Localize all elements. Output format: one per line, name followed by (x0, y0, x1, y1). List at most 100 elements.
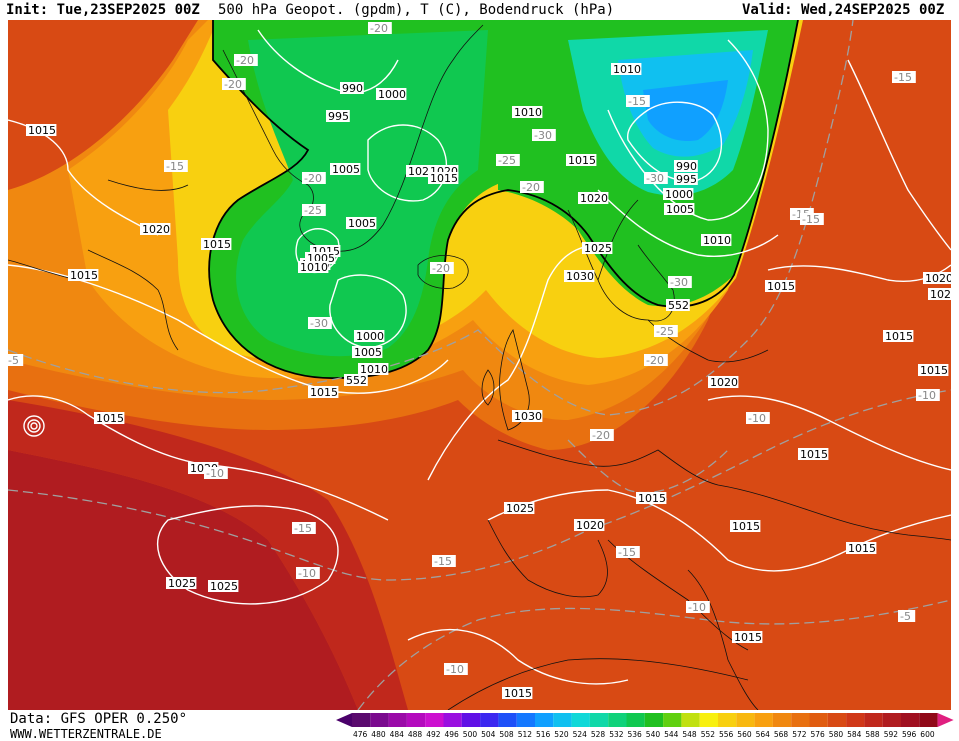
svg-text:1000: 1000 (356, 330, 384, 343)
temperature-label: -15 (432, 555, 456, 568)
legend-tick-label: 544 (664, 730, 679, 739)
svg-text:1015: 1015 (885, 330, 913, 343)
svg-text:1015: 1015 (504, 687, 532, 700)
temperature-label: -15 (616, 546, 640, 559)
chart-header: Init: Tue,23SEP2025 00Z 500 hPa Geopot. … (0, 0, 959, 20)
pressure-label: 1025 (582, 242, 613, 255)
legend-arrow-left (336, 713, 352, 727)
svg-text:-20: -20 (224, 78, 242, 91)
pressure-label: 1010 (701, 234, 732, 247)
pressure-label: 1020 (140, 223, 171, 236)
legend-swatch (443, 713, 462, 727)
temperature-label: -20 (222, 78, 246, 91)
svg-text:1015: 1015 (430, 172, 458, 185)
svg-text:-30: -30 (646, 172, 664, 185)
legend-arrow-right (937, 713, 954, 727)
temperature-label: -20 (368, 22, 392, 35)
legend-tick-label: 580 (829, 730, 844, 739)
legend-tick-label: 576 (811, 730, 826, 739)
legend-tick-label: 500 (463, 730, 478, 739)
legend-swatch (461, 713, 481, 727)
pressure-label: 1005 (330, 163, 361, 176)
pressure-label: 1020 (923, 272, 951, 285)
svg-text:1010: 1010 (703, 234, 731, 247)
temperature-label: -10 (444, 663, 468, 676)
pressure-label: 1005 (664, 203, 695, 216)
legend-swatch (736, 713, 755, 727)
svg-text:-20: -20 (304, 172, 322, 185)
pressure-label: 1025 (166, 577, 197, 590)
temperature-label: -20 (430, 262, 454, 275)
legend-tick-label: 556 (719, 730, 734, 739)
legend-swatch (882, 713, 901, 727)
legend-swatch (846, 713, 865, 727)
legend-tick-label: 520 (554, 730, 569, 739)
svg-text:1020: 1020 (930, 288, 951, 301)
valid-time-label: Valid: Wed,24SEP2025 00Z (742, 2, 945, 18)
svg-text:1000: 1000 (665, 188, 693, 201)
pressure-label: 1010 (358, 363, 389, 376)
pressure-label: 1015 (566, 154, 597, 167)
geopotential-labels-layer: 552 552 (344, 299, 690, 387)
coast-britain (481, 329, 530, 431)
svg-text:1005: 1005 (666, 203, 694, 216)
svg-text:-15: -15 (628, 95, 646, 108)
pressure-isobars (8, 29, 951, 685)
temperature-label: -30 (308, 317, 332, 330)
legend-tick-label: 536 (628, 730, 643, 739)
pressure-label: 1000 (663, 188, 694, 201)
svg-text:-25: -25 (498, 154, 516, 167)
temperature-label: -25 (496, 154, 520, 167)
legend-swatch (388, 713, 407, 727)
temperature-labels-layer: -20 -20 -15 -20 -25 -20 -30 -25 -20 -30 -30 -30 -25 -… (8, 22, 940, 676)
svg-text:-15: -15 (618, 546, 636, 559)
svg-text:1015: 1015 (310, 386, 338, 399)
svg-text:1015: 1015 (732, 520, 760, 533)
pressure-label: 1030 (512, 410, 543, 423)
pressure-label: 1025 (208, 580, 239, 593)
legend-swatch (919, 713, 938, 727)
svg-text:-15: -15 (294, 522, 312, 535)
legend-tick-label: 508 (499, 730, 514, 739)
temperature-label: -10 (916, 389, 940, 402)
legend-tick-label: 568 (774, 730, 789, 739)
svg-text:1015: 1015 (848, 542, 876, 555)
svg-text:1015: 1015 (96, 412, 124, 425)
chart-title: 500 hPa Geopot. (gpdm), T (C), Bodendruc… (218, 2, 615, 18)
svg-text:990: 990 (342, 82, 363, 95)
svg-text:1025: 1025 (506, 502, 534, 515)
svg-text:-10: -10 (748, 412, 766, 425)
temperature-label: -25 (302, 204, 326, 217)
svg-text:1025: 1025 (584, 242, 612, 255)
svg-text:1015: 1015 (767, 280, 795, 293)
svg-text:-20: -20 (592, 429, 610, 442)
svg-text:1020: 1020 (580, 192, 608, 205)
pressure-label: 1025 (504, 502, 535, 515)
svg-text:1020: 1020 (710, 376, 738, 389)
svg-text:-15: -15 (894, 71, 912, 84)
legend-swatch (864, 713, 883, 727)
temperature-label: -15 (626, 95, 650, 108)
pressure-label: 1015 (798, 448, 829, 461)
coast-iberia (487, 519, 608, 598)
svg-text:1015: 1015 (70, 269, 98, 282)
svg-text:1015: 1015 (920, 364, 948, 377)
field-deep-blue-core (643, 80, 728, 142)
pressure-label: 1015 (732, 631, 763, 644)
svg-text:1010: 1010 (514, 106, 542, 119)
temperature-label: -15 (292, 522, 316, 535)
legend-tick-label: 504 (481, 730, 496, 739)
legend-swatch (571, 713, 590, 727)
svg-text:1015: 1015 (734, 631, 762, 644)
svg-text:-5: -5 (900, 610, 911, 623)
legend-tick-label: 488 (408, 730, 423, 739)
temperature-label: -20 (644, 354, 668, 367)
geopotential-label: 552 (344, 374, 368, 387)
legend-swatch (589, 713, 609, 727)
svg-text:-10: -10 (298, 567, 316, 580)
svg-text:-10: -10 (688, 601, 706, 614)
svg-text:1010: 1010 (300, 261, 328, 274)
svg-text:552: 552 (346, 374, 367, 387)
legend-tick-label: 512 (518, 730, 533, 739)
weather-map: 1015 990 1000 995 1005 1025 1020 1015 1010 1015 10… (8, 20, 951, 710)
